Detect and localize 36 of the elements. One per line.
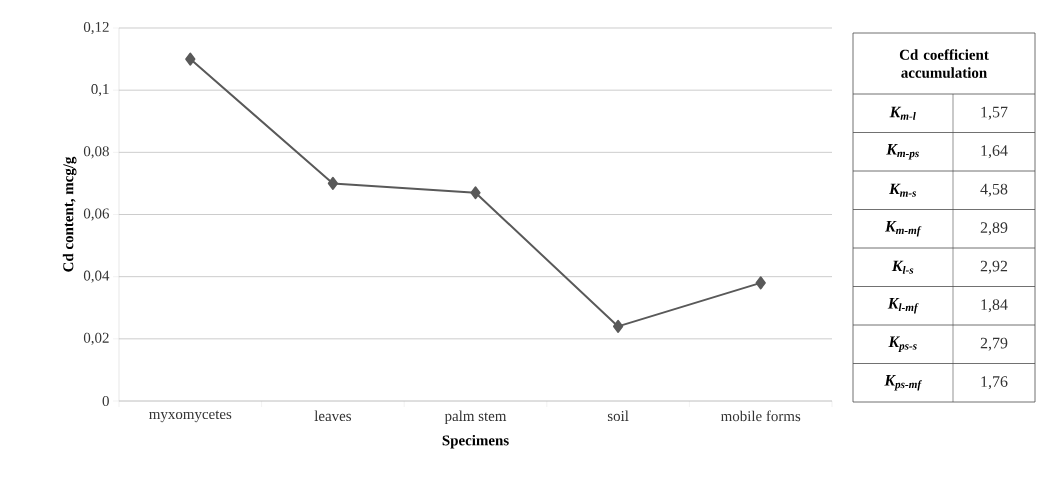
point [612, 319, 624, 333]
y-tick-label: 0,1 [91, 84, 109, 97]
y-tick-label: 0,02 [83, 332, 109, 345]
x-tick-label: myxomycetes [149, 410, 232, 423]
point [755, 276, 766, 290]
text: 2,92 [980, 260, 1008, 274]
category-label: K$_{m-l}$ [889, 106, 916, 120]
category-label: K$_{m-ps}$ [886, 144, 919, 160]
text: Cd coefficient accumulation [899, 49, 989, 78]
point [470, 186, 481, 200]
category-label: K$_{ps-mf}$ [884, 375, 923, 391]
category-label: K$_{l-s}$ [891, 260, 914, 274]
text: 1,57 [981, 106, 1008, 120]
point [327, 176, 339, 190]
x-axis-title: Specimens [442, 434, 509, 449]
text: 1,84 [981, 299, 1008, 313]
y-tick-label: 0,04 [83, 270, 110, 283]
y-tick-label: 0,12 [83, 21, 109, 35]
y-tick-label: 0,06 [83, 208, 110, 221]
y-tick-label: 0,08 [83, 146, 109, 159]
x-tick-label: mobile forms [720, 410, 801, 422]
category-label: K$_{l-mf}$ [887, 298, 919, 314]
category-label: K$_{m-mf}$ [884, 221, 922, 237]
point [185, 52, 196, 66]
x-tick-label: palm stem [444, 410, 507, 425]
category-label: K$_{ps-s}$ [888, 336, 917, 352]
text: 2,89 [980, 222, 1008, 236]
y-tick-label: 0 [102, 395, 109, 407]
y-axis-title: Cd content, mcg/g [62, 156, 77, 272]
x-tick-label: soil [607, 410, 629, 422]
category-label: K$_{m-s}$ [888, 183, 917, 197]
text: 1,64 [981, 145, 1008, 159]
text: 4,58 [980, 183, 1008, 197]
x-tick-label: leaves [314, 410, 352, 422]
text: 1,76 [981, 376, 1008, 390]
text: 2,79 [980, 337, 1008, 351]
